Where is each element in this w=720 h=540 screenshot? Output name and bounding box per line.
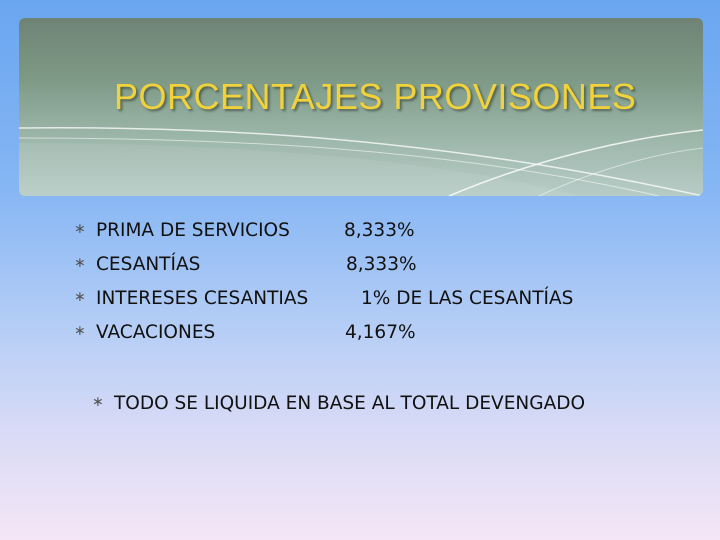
item-value: 8,333% <box>346 254 417 275</box>
decorative-swoosh <box>19 127 703 196</box>
item-value: 8,333% <box>344 220 415 241</box>
title-panel: PORCENTAJES PROVISONES <box>19 18 703 196</box>
note-text: TODO SE LIQUIDA EN BASE AL TOTAL DEVENGA… <box>114 393 586 414</box>
asterisk-bullet-icon: ∗ <box>92 394 104 410</box>
asterisk-bullet-icon: ∗ <box>74 323 86 339</box>
asterisk-bullet-icon: ∗ <box>74 221 86 237</box>
asterisk-bullet-icon: ∗ <box>74 289 86 305</box>
item-label: PRIMA DE SERVICIOS <box>96 220 290 241</box>
item-value: 1% DE LAS CESANTÍAS <box>361 288 574 309</box>
asterisk-bullet-icon: ∗ <box>74 255 86 271</box>
item-value: 4,167% <box>345 322 416 343</box>
item-label: VACACIONES <box>96 322 216 343</box>
item-label: CESANTÍAS <box>96 254 201 275</box>
slide-title: PORCENTAJES PROVISONES <box>114 76 637 117</box>
item-label: INTERESES CESANTIAS <box>96 288 309 309</box>
